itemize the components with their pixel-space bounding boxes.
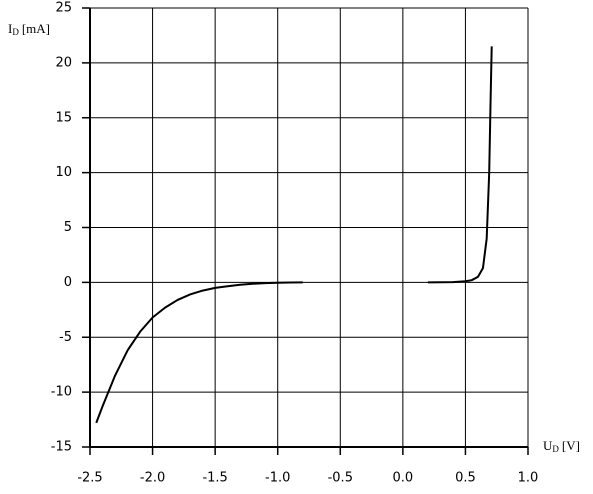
y-tick-label: 25 [55,1,72,16]
y-tick-label: -15 [51,440,72,455]
x-tick-label: 0.5 [455,471,476,486]
x-tick-label: 0.0 [393,471,414,486]
x-tick-label: -2.0 [140,471,165,486]
x-axis-label: UD [V] [543,438,580,454]
y-tick-label: -5 [59,330,72,345]
x-tick-label: -2.5 [77,471,102,486]
y-axis-label: ID [mA] [8,21,50,37]
y-tick-label: 15 [55,110,72,125]
x-tick-label: -1.5 [202,471,227,486]
curve [427,46,493,284]
y-tick-label: 5 [64,220,72,235]
x-tick-label: 1.0 [518,471,539,486]
y-tick-label: 0 [64,275,72,290]
y-tick-label: 20 [55,55,72,70]
curve [95,281,303,424]
y-tick-label: -10 [51,385,72,400]
x-tick-label: -0.5 [328,471,353,486]
x-tick-label: -1.0 [265,471,290,486]
y-tick-label: 10 [55,165,72,180]
